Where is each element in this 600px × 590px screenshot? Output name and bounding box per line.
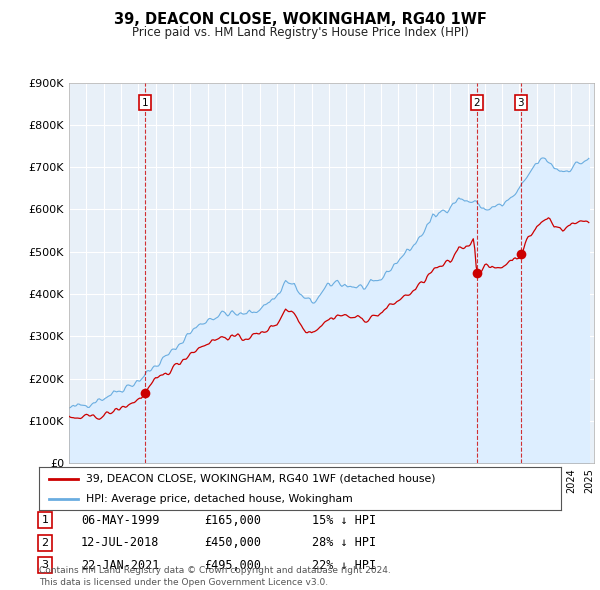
Text: 15% ↓ HPI: 15% ↓ HPI xyxy=(312,514,376,527)
Text: 22-JAN-2021: 22-JAN-2021 xyxy=(81,559,160,572)
Text: 39, DEACON CLOSE, WOKINGHAM, RG40 1WF: 39, DEACON CLOSE, WOKINGHAM, RG40 1WF xyxy=(113,12,487,27)
Text: 1: 1 xyxy=(41,516,49,525)
Text: £495,000: £495,000 xyxy=(204,559,261,572)
Text: 06-MAY-1999: 06-MAY-1999 xyxy=(81,514,160,527)
Text: £450,000: £450,000 xyxy=(204,536,261,549)
Text: 12-JUL-2018: 12-JUL-2018 xyxy=(81,536,160,549)
Text: 39, DEACON CLOSE, WOKINGHAM, RG40 1WF (detached house): 39, DEACON CLOSE, WOKINGHAM, RG40 1WF (d… xyxy=(86,474,436,484)
Text: £165,000: £165,000 xyxy=(204,514,261,527)
Text: Price paid vs. HM Land Registry's House Price Index (HPI): Price paid vs. HM Land Registry's House … xyxy=(131,26,469,39)
Text: 1: 1 xyxy=(142,98,148,108)
Text: 2: 2 xyxy=(473,98,480,108)
Text: Contains HM Land Registry data © Crown copyright and database right 2024.
This d: Contains HM Land Registry data © Crown c… xyxy=(39,566,391,587)
Text: 3: 3 xyxy=(41,560,49,570)
Text: 3: 3 xyxy=(517,98,524,108)
Text: 28% ↓ HPI: 28% ↓ HPI xyxy=(312,536,376,549)
Text: 2: 2 xyxy=(41,538,49,548)
Text: HPI: Average price, detached house, Wokingham: HPI: Average price, detached house, Woki… xyxy=(86,494,353,504)
Text: 22% ↓ HPI: 22% ↓ HPI xyxy=(312,559,376,572)
